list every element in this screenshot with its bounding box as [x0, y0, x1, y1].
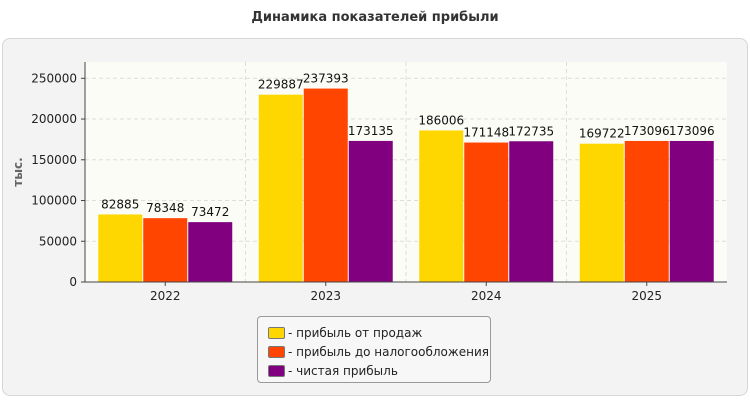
legend-item-pretax-profit: - прибыль до налогообложения — [268, 342, 490, 361]
y-tick-label: 100000 — [31, 194, 77, 208]
bar — [579, 143, 624, 282]
x-tick-label: 2025 — [631, 289, 662, 303]
y-tick-label: 50000 — [39, 234, 77, 248]
legend-label-sales-profit: - прибыль от продаж — [288, 325, 423, 340]
bar — [464, 142, 509, 282]
chart-legend: - прибыль от продаж - прибыль до налогоо… — [257, 316, 491, 383]
x-tick-label: 2022 — [150, 289, 181, 303]
y-tick-label: 150000 — [31, 153, 77, 167]
bar — [258, 94, 303, 283]
bar-value-label: 169722 — [579, 127, 625, 141]
bar-value-label: 172735 — [508, 124, 554, 138]
legend-label-pretax-profit: - прибыль до налогообложения — [288, 344, 489, 359]
bar-value-label: 186006 — [418, 113, 464, 127]
legend-swatch-pretax-profit — [268, 345, 285, 358]
bar — [188, 222, 233, 282]
bar — [624, 140, 669, 282]
bar — [303, 88, 348, 282]
y-tick-label: 0 — [69, 275, 77, 289]
bar-value-label: 237393 — [303, 72, 349, 86]
legend-swatch-sales-profit — [268, 326, 285, 339]
y-tick-label: 250000 — [31, 71, 77, 85]
legend-label-net-profit: - чистая прибыль — [288, 363, 398, 378]
bar-value-label: 173096 — [669, 124, 715, 138]
bar-value-label: 82885 — [101, 197, 139, 211]
chart-title: Динамика показателей прибыли — [251, 10, 499, 25]
bar-value-label: 171148 — [463, 126, 509, 140]
x-tick-label: 2024 — [471, 289, 502, 303]
bar — [348, 140, 393, 282]
x-tick-label: 2023 — [310, 289, 341, 303]
bar-value-label: 73472 — [191, 205, 229, 219]
bar — [98, 214, 143, 282]
bar — [143, 218, 188, 282]
bar-value-label: 78348 — [146, 201, 184, 215]
legend-swatch-net-profit — [268, 364, 285, 377]
y-tick-label: 200000 — [31, 112, 77, 126]
bar — [419, 130, 464, 282]
bar-value-label: 173135 — [348, 124, 394, 138]
bar — [669, 140, 714, 282]
y-axis-label: тыс. — [11, 157, 25, 186]
bar-value-label: 173096 — [624, 124, 670, 138]
legend-item-sales-profit: - прибыль от продаж — [268, 323, 490, 342]
bar-value-label: 229887 — [258, 78, 304, 92]
legend-item-net-profit: - чистая прибыль — [268, 361, 490, 380]
bar — [509, 141, 554, 282]
